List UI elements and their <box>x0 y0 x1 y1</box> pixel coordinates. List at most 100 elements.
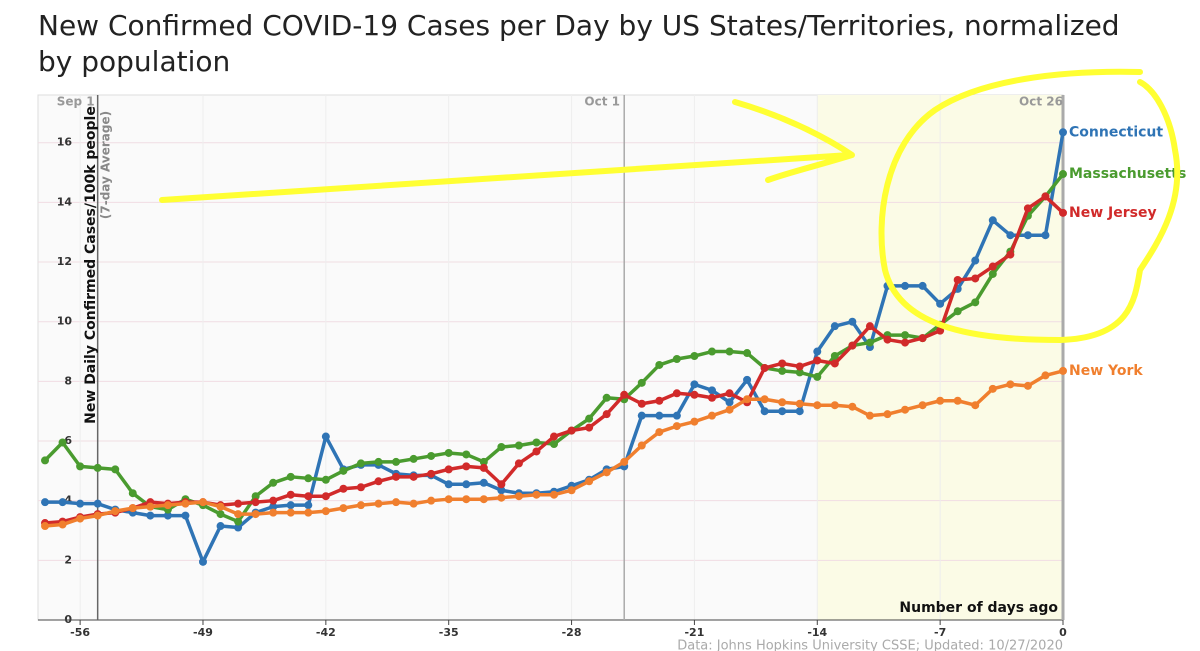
data-point <box>374 477 383 486</box>
series-label: Massachusetts <box>1069 166 1186 182</box>
data-point <box>339 484 348 493</box>
data-point <box>883 410 892 419</box>
data-point <box>286 508 295 517</box>
data-point <box>672 354 681 363</box>
data-point <box>655 428 664 437</box>
data-point <box>128 504 137 513</box>
data-point <box>462 450 471 459</box>
data-point <box>251 498 260 507</box>
data-point <box>690 390 699 399</box>
data-point <box>725 347 734 356</box>
data-point <box>848 402 857 411</box>
data-point <box>953 307 962 316</box>
data-point <box>778 366 787 375</box>
data-point <box>321 475 330 484</box>
data-point <box>672 422 681 431</box>
data-point <box>304 474 313 483</box>
data-point <box>251 510 260 519</box>
data-point <box>514 459 523 468</box>
data-point <box>813 347 822 356</box>
data-point <box>532 438 541 447</box>
chart-title: New Confirmed COVID-19 Cases per Day by … <box>38 9 1120 78</box>
data-point <box>392 457 401 466</box>
data-point <box>234 499 243 508</box>
data-point <box>234 510 243 519</box>
data-point <box>988 384 997 393</box>
data-point <box>795 362 804 371</box>
data-point <box>339 504 348 513</box>
data-point <box>672 411 681 420</box>
data-point <box>655 411 664 420</box>
data-point <box>427 469 436 478</box>
data-point <box>304 508 313 517</box>
data-point <box>409 472 418 481</box>
data-point <box>392 498 401 507</box>
data-point <box>93 499 102 508</box>
data-point <box>971 256 980 265</box>
data-point <box>251 492 260 501</box>
data-point <box>953 275 962 284</box>
data-point <box>865 322 874 331</box>
data-point <box>620 390 629 399</box>
data-point <box>637 441 646 450</box>
data-point <box>901 405 910 414</box>
data-point <box>725 405 734 414</box>
data-point <box>356 483 365 492</box>
y-axis-subtitle: (7-day Average) <box>99 111 113 219</box>
data-point <box>585 423 594 432</box>
data-point <box>637 411 646 420</box>
data-point <box>76 499 85 508</box>
data-point <box>58 498 67 507</box>
data-point <box>901 281 910 290</box>
data-point <box>865 338 874 347</box>
data-point <box>620 457 629 466</box>
data-point <box>918 281 927 290</box>
data-point <box>58 438 67 447</box>
data-point <box>198 557 207 566</box>
data-point <box>128 489 137 498</box>
data-point <box>760 395 769 404</box>
data-point <box>760 363 769 372</box>
data-point <box>286 490 295 499</box>
data-point <box>304 492 313 501</box>
y-tick-label: 6 <box>64 434 72 447</box>
x-tick-label: -49 <box>193 626 213 639</box>
data-point <box>146 511 155 520</box>
data-point <box>1006 380 1015 389</box>
data-point <box>936 396 945 405</box>
data-point <box>269 502 278 511</box>
series-label: Connecticut <box>1069 124 1163 140</box>
data-point <box>602 468 611 477</box>
data-point <box>374 499 383 508</box>
data-point <box>602 410 611 419</box>
data-point <box>743 395 752 404</box>
data-point <box>497 480 506 489</box>
data-point <box>514 441 523 450</box>
data-point <box>988 216 997 225</box>
data-point <box>409 454 418 463</box>
data-point <box>936 299 945 308</box>
data-point <box>41 522 50 531</box>
data-point <box>497 493 506 502</box>
data-point <box>550 490 559 499</box>
data-point <box>269 478 278 487</box>
data-point <box>813 356 822 365</box>
data-point <box>830 359 839 368</box>
data-point <box>918 401 927 410</box>
data-point <box>918 334 927 343</box>
data-point <box>637 378 646 387</box>
data-point <box>743 349 752 358</box>
data-point <box>58 520 67 529</box>
data-point <box>865 411 874 420</box>
data-point <box>356 459 365 468</box>
data-point <box>216 522 225 531</box>
data-point <box>690 417 699 426</box>
data-point <box>304 501 313 510</box>
data-point <box>1041 192 1050 201</box>
data-point <box>269 508 278 517</box>
y-tick-label: 16 <box>57 136 73 149</box>
data-point <box>1059 208 1067 217</box>
y-tick-label: 12 <box>57 255 72 268</box>
data-point <box>462 462 471 471</box>
data-point <box>532 447 541 456</box>
